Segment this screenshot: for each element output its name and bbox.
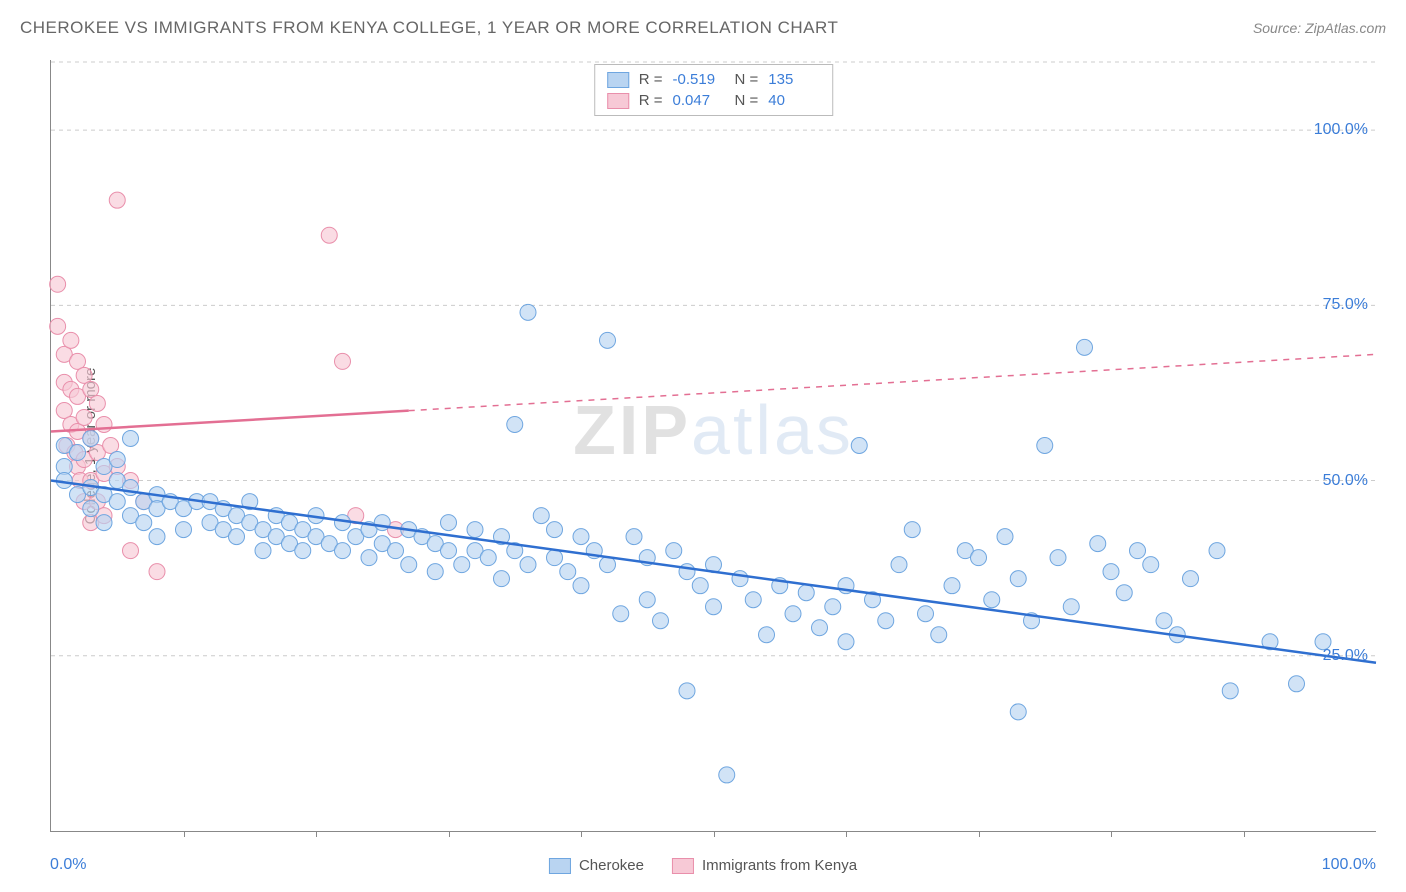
legend-stat-row: R = -0.519 N = 135 — [607, 69, 821, 90]
legend-r-label: R = — [639, 71, 663, 88]
x-tick — [1244, 831, 1245, 837]
y-tick-label: 50.0% — [1323, 472, 1368, 490]
y-tick-label: 75.0% — [1323, 296, 1368, 314]
legend-r-value: -0.519 — [673, 71, 725, 88]
legend-swatch — [607, 93, 629, 109]
y-tick-label: 25.0% — [1323, 647, 1368, 665]
chart-title: CHEROKEE VS IMMIGRANTS FROM KENYA COLLEG… — [20, 18, 838, 38]
scatter-plot-svg — [51, 60, 1376, 831]
x-tick — [1111, 831, 1112, 837]
legend-n-label: N = — [735, 92, 759, 109]
legend-series-item: Immigrants from Kenya — [672, 857, 857, 874]
x-tick — [184, 831, 185, 837]
legend-n-value: 135 — [768, 71, 820, 88]
legend-stat-row: R = 0.047 N = 40 — [607, 90, 821, 111]
legend-series-label: Immigrants from Kenya — [702, 857, 857, 874]
y-tick-label: 100.0% — [1314, 121, 1368, 139]
x-axis-min-label: 0.0% — [50, 856, 86, 874]
series-legend: Cherokee Immigrants from Kenya — [549, 857, 857, 874]
x-tick — [846, 831, 847, 837]
legend-r-label: R = — [639, 92, 663, 109]
legend-swatch — [549, 858, 571, 874]
x-tick — [979, 831, 980, 837]
x-tick — [316, 831, 317, 837]
correlation-legend: R = -0.519 N = 135 R = 0.047 N = 40 — [594, 64, 834, 116]
legend-series-item: Cherokee — [549, 857, 644, 874]
legend-swatch — [607, 72, 629, 88]
x-tick — [449, 831, 450, 837]
legend-r-value: 0.047 — [673, 92, 725, 109]
legend-swatch — [672, 858, 694, 874]
legend-n-label: N = — [735, 71, 759, 88]
source-attribution: Source: ZipAtlas.com — [1253, 20, 1386, 36]
legend-series-label: Cherokee — [579, 857, 644, 874]
x-axis-max-label: 100.0% — [1322, 856, 1376, 874]
x-tick — [581, 831, 582, 837]
x-tick — [714, 831, 715, 837]
plot-area: ZIPatlas R =-0.519N =135R =0.047N =40 25… — [50, 60, 1376, 832]
legend-n-value: 40 — [768, 92, 820, 109]
